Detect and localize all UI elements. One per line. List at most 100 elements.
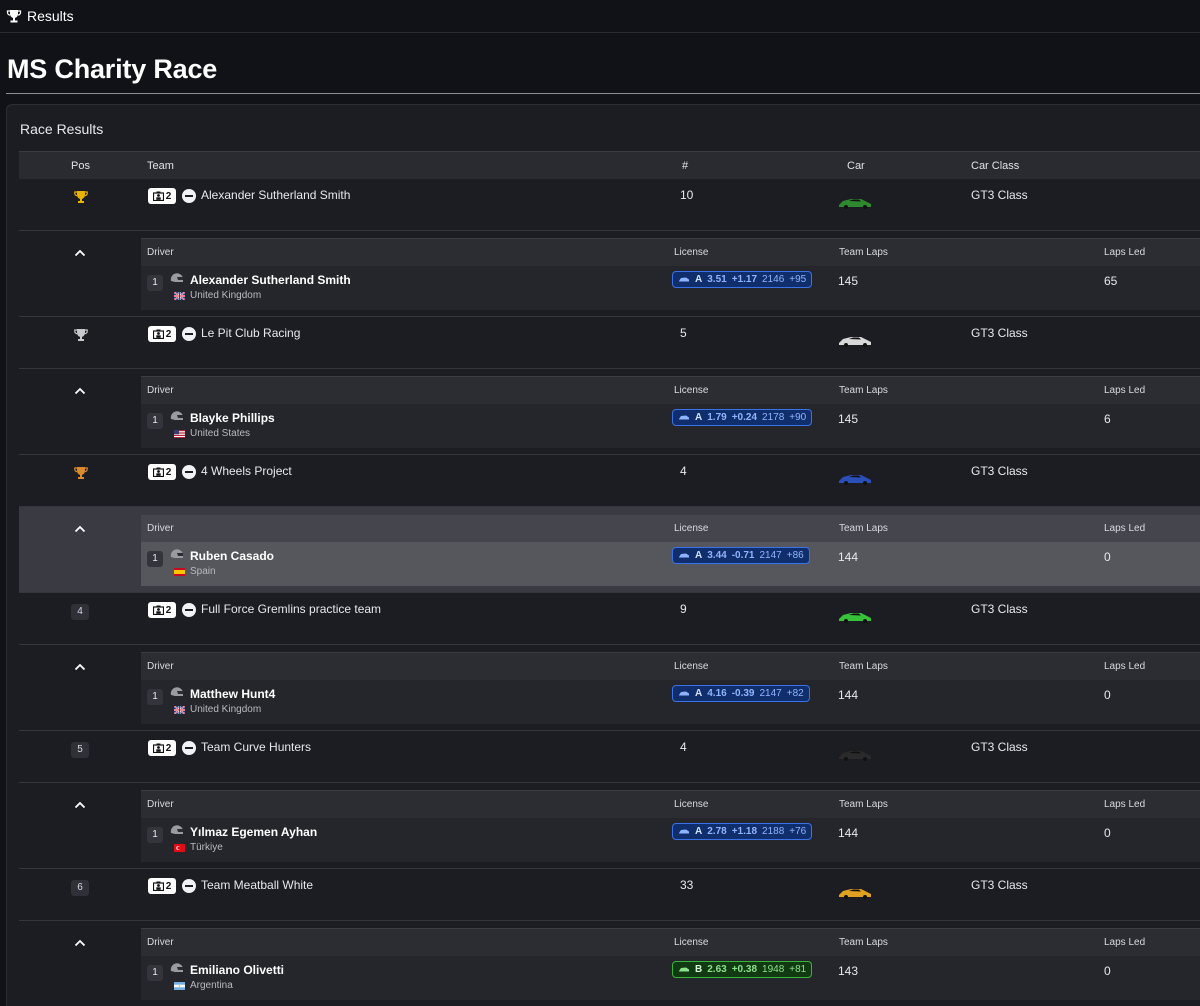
col-license: License <box>674 523 709 534</box>
col-laps-led: Laps Led <box>1104 247 1146 258</box>
collapse-team-icon[interactable] <box>182 327 196 341</box>
car-icon <box>839 889 871 899</box>
gold-trophy-icon <box>74 191 88 203</box>
driver-subtable: Driver License Team Laps Laps Led 1 Blay… <box>141 376 1200 448</box>
license-class: A <box>695 688 703 699</box>
driver-country: Spain <box>190 566 216 577</box>
card-title: Race Results <box>20 121 104 137</box>
safety-rating: 2.78 <box>707 826 727 837</box>
driver-block: Driver License Team Laps Laps Led 1 Emil… <box>19 921 1200 1006</box>
collapse-team-icon[interactable] <box>182 879 196 893</box>
team-members-icon <box>152 191 164 201</box>
driver-position: 1 <box>147 275 163 291</box>
col-driver: Driver <box>147 937 174 948</box>
header-title: Results <box>27 8 74 24</box>
title-divider <box>6 93 1200 94</box>
collapse-team-icon[interactable] <box>182 465 196 479</box>
helmet-icon <box>170 687 183 696</box>
col-license: License <box>674 661 709 672</box>
team-size-chip: 2 <box>148 602 176 618</box>
driver-subtable-header: Driver License Team Laps Laps Led <box>141 928 1200 956</box>
team-members-icon <box>152 743 164 753</box>
team-name[interactable]: Le Pit Club Racing <box>201 326 301 340</box>
chevron-up-icon[interactable] <box>74 249 86 257</box>
license-badge: A 4.16 -0.39 2147 +82 <box>672 685 810 702</box>
driver-country: Türkiye <box>190 842 223 853</box>
silver-trophy-icon <box>74 329 88 341</box>
driver-name[interactable]: Ruben Casado <box>190 549 275 563</box>
safety-rating: 3.51 <box>707 274 727 285</box>
col-team-laps: Team Laps <box>839 661 888 672</box>
safety-rating: 1.79 <box>707 412 727 423</box>
driver-block: Driver License Team Laps Laps Led 1 Matt… <box>19 645 1200 731</box>
driver-row[interactable]: 1 Blayke Phillips United States A 1.79 +… <box>141 404 1200 448</box>
team-size: 2 <box>165 328 172 340</box>
team-name[interactable]: 4 Wheels Project <box>201 464 292 478</box>
driver-name[interactable]: Yılmaz Egemen Ayhan <box>190 825 318 839</box>
team-size: 2 <box>165 604 172 616</box>
helmet-icon <box>170 963 183 972</box>
flag-ar-icon <box>174 982 185 990</box>
chevron-up-icon[interactable] <box>74 387 86 395</box>
col-laps-led: Laps Led <box>1104 523 1146 534</box>
team-name[interactable]: Full Force Gremlins practice team <box>201 602 382 616</box>
irating-delta: +82 <box>786 688 804 699</box>
driver-name[interactable]: Matthew Hunt4 <box>190 687 276 701</box>
car-class: GT3 Class <box>971 878 1028 892</box>
license-car-icon <box>679 553 689 558</box>
driver-subtable: Driver License Team Laps Laps Led 1 Matt… <box>141 652 1200 724</box>
driver-row[interactable]: 1 Yılmaz Egemen Ayhan Türkiye A 2.78 +1.… <box>141 818 1200 862</box>
driver-subtable-header: Driver License Team Laps Laps Led <box>141 238 1200 266</box>
col-driver: Driver <box>147 385 174 396</box>
col-team-laps: Team Laps <box>839 247 888 258</box>
team-row[interactable]: 2 4 Wheels Project 4 GT3 Class <box>19 455 1200 507</box>
car-icon <box>839 199 871 209</box>
col-team-laps: Team Laps <box>839 523 888 534</box>
safety-rating-delta: +1.17 <box>731 274 758 285</box>
team-row[interactable]: 6 2 Team Meatball White 33 GT3 Class <box>19 869 1200 921</box>
driver-block: Driver License Team Laps Laps Led 1 Yılm… <box>19 783 1200 869</box>
team-size-chip: 2 <box>148 188 176 204</box>
driver-block: Driver License Team Laps Laps Led 1 Rube… <box>19 507 1200 593</box>
table-header: Pos Team # Car Car Class <box>19 151 1200 179</box>
driver-name[interactable]: Alexander Sutherland Smith <box>190 273 351 287</box>
flag-us-icon <box>174 430 185 438</box>
col-laps-led: Laps Led <box>1104 661 1146 672</box>
safety-rating: 2.63 <box>707 964 727 975</box>
collapse-team-icon[interactable] <box>182 189 196 203</box>
driver-row[interactable]: 1 Ruben Casado Spain A 3.44 -0.71 2147 +… <box>141 542 1200 586</box>
col-team-laps: Team Laps <box>839 799 888 810</box>
car-class: GT3 Class <box>971 326 1028 340</box>
team-name[interactable]: Team Curve Hunters <box>201 740 312 754</box>
results-table: Pos Team # Car Car Class 2 Alexander Sut… <box>19 151 1200 1006</box>
chevron-up-icon[interactable] <box>74 663 86 671</box>
driver-subtable: Driver License Team Laps Laps Led 1 Emil… <box>141 928 1200 1000</box>
collapse-team-icon[interactable] <box>182 603 196 617</box>
team-row[interactable]: 4 2 Full Force Gremlins practice team 9 … <box>19 593 1200 645</box>
driver-subtable: Driver License Team Laps Laps Led 1 Yılm… <box>141 790 1200 862</box>
car-icon <box>839 613 871 623</box>
team-name[interactable]: Alexander Sutherland Smith <box>201 188 351 202</box>
trophy-icon <box>6 10 22 23</box>
driver-row[interactable]: 1 Emiliano Olivetti Argentina B 2.63 +0.… <box>141 956 1200 1000</box>
team-row[interactable]: 5 2 Team Curve Hunters 4 GT3 Class <box>19 731 1200 783</box>
chevron-up-icon[interactable] <box>74 525 86 533</box>
collapse-team-icon[interactable] <box>182 741 196 755</box>
chevron-up-icon[interactable] <box>74 801 86 809</box>
team-row[interactable]: 2 Alexander Sutherland Smith 10 GT3 Clas… <box>19 179 1200 231</box>
team-row[interactable]: 2 Le Pit Club Racing 5 GT3 Class <box>19 317 1200 369</box>
chevron-up-icon[interactable] <box>74 939 86 947</box>
col-team-laps: Team Laps <box>839 937 888 948</box>
helmet-icon <box>170 825 183 834</box>
driver-row[interactable]: 1 Alexander Sutherland Smith United King… <box>141 266 1200 310</box>
driver-name[interactable]: Blayke Phillips <box>190 411 275 425</box>
team-laps: 145 <box>838 412 859 426</box>
license-class: A <box>695 826 703 837</box>
driver-row[interactable]: 1 Matthew Hunt4 United Kingdom A 4.16 -0… <box>141 680 1200 724</box>
team-name[interactable]: Team Meatball White <box>201 878 314 892</box>
license-badge: B 2.63 +0.38 1948 +81 <box>672 961 813 978</box>
license-badge: A 3.44 -0.71 2147 +86 <box>672 547 810 564</box>
driver-name[interactable]: Emiliano Olivetti <box>190 963 285 977</box>
license-car-icon <box>679 415 689 420</box>
laps-led: 0 <box>1104 550 1111 564</box>
